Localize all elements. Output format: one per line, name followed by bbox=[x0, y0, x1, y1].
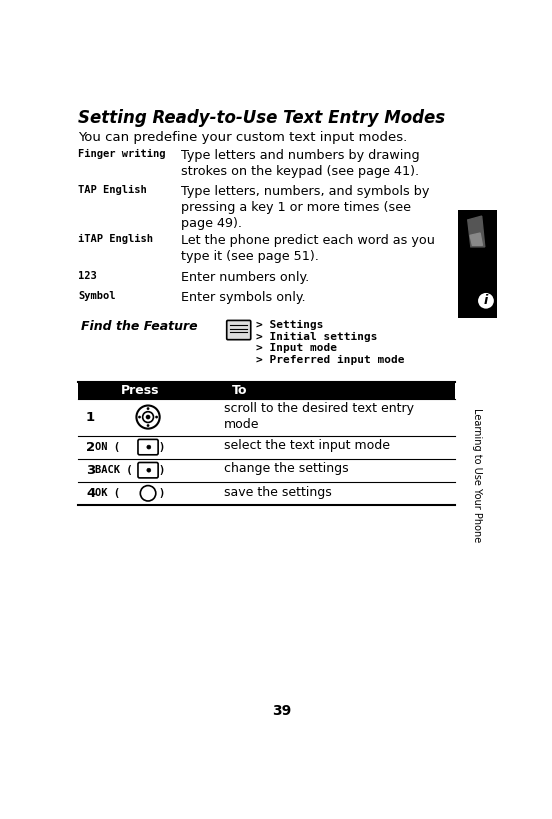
Text: ): ) bbox=[159, 465, 165, 475]
Text: 1: 1 bbox=[86, 410, 95, 423]
Text: Learning to Use Your Phone: Learning to Use Your Phone bbox=[473, 409, 482, 543]
Circle shape bbox=[147, 446, 151, 449]
Circle shape bbox=[140, 486, 156, 501]
Circle shape bbox=[147, 407, 150, 410]
Polygon shape bbox=[468, 216, 485, 247]
Circle shape bbox=[476, 292, 495, 310]
Text: scroll to the desired text entry
mode: scroll to the desired text entry mode bbox=[224, 402, 414, 432]
Text: Finger writing: Finger writing bbox=[78, 149, 166, 159]
Circle shape bbox=[146, 414, 150, 419]
Text: 4: 4 bbox=[86, 486, 95, 500]
Text: iTAP English: iTAP English bbox=[78, 233, 153, 244]
Text: ON (: ON ( bbox=[95, 442, 120, 452]
Text: Type letters, numbers, and symbols by
pressing a key 1 or more times (see
page 4: Type letters, numbers, and symbols by pr… bbox=[182, 184, 430, 229]
Text: Find the Feature: Find the Feature bbox=[81, 320, 198, 333]
Text: > Settings: > Settings bbox=[256, 320, 323, 330]
Text: 123: 123 bbox=[78, 271, 97, 281]
FancyBboxPatch shape bbox=[78, 382, 455, 399]
Text: > Input mode: > Input mode bbox=[256, 343, 337, 353]
Text: Enter numbers only.: Enter numbers only. bbox=[182, 271, 310, 283]
FancyBboxPatch shape bbox=[458, 210, 497, 318]
Text: > Preferred input mode: > Preferred input mode bbox=[256, 355, 404, 364]
Text: 2: 2 bbox=[86, 441, 95, 454]
Text: Type letters and numbers by drawing
strokes on the keypad (see page 41).: Type letters and numbers by drawing stro… bbox=[182, 149, 420, 178]
Text: change the settings: change the settings bbox=[224, 463, 349, 476]
Circle shape bbox=[147, 468, 151, 472]
Circle shape bbox=[147, 424, 150, 427]
Circle shape bbox=[142, 412, 153, 423]
Text: BACK (: BACK ( bbox=[95, 465, 133, 475]
Circle shape bbox=[155, 416, 158, 419]
FancyBboxPatch shape bbox=[138, 463, 158, 478]
Text: i: i bbox=[484, 294, 488, 307]
FancyBboxPatch shape bbox=[138, 439, 158, 455]
Text: > Initial settings: > Initial settings bbox=[256, 332, 377, 342]
Text: save the settings: save the settings bbox=[224, 486, 332, 499]
FancyBboxPatch shape bbox=[227, 320, 251, 340]
Text: Enter symbols only.: Enter symbols only. bbox=[182, 291, 306, 304]
Polygon shape bbox=[470, 233, 482, 246]
Text: OK (: OK ( bbox=[95, 488, 120, 498]
Circle shape bbox=[138, 416, 141, 419]
Text: ): ) bbox=[158, 488, 164, 498]
Text: 3: 3 bbox=[86, 464, 95, 477]
Text: TAP English: TAP English bbox=[78, 184, 147, 195]
Text: Symbol: Symbol bbox=[78, 291, 116, 301]
Text: select the text input mode: select the text input mode bbox=[224, 439, 390, 452]
Text: To: To bbox=[232, 383, 247, 396]
Text: Press: Press bbox=[121, 383, 160, 396]
Text: 39: 39 bbox=[273, 704, 292, 718]
Text: You can predefine your custom text input modes.: You can predefine your custom text input… bbox=[78, 130, 407, 143]
Circle shape bbox=[136, 405, 160, 428]
Text: Setting Ready-to-Use Text Entry Modes: Setting Ready-to-Use Text Entry Modes bbox=[78, 109, 445, 127]
Text: Let the phone predict each word as you
type it (see page 51).: Let the phone predict each word as you t… bbox=[182, 233, 435, 263]
Text: ): ) bbox=[159, 442, 165, 452]
